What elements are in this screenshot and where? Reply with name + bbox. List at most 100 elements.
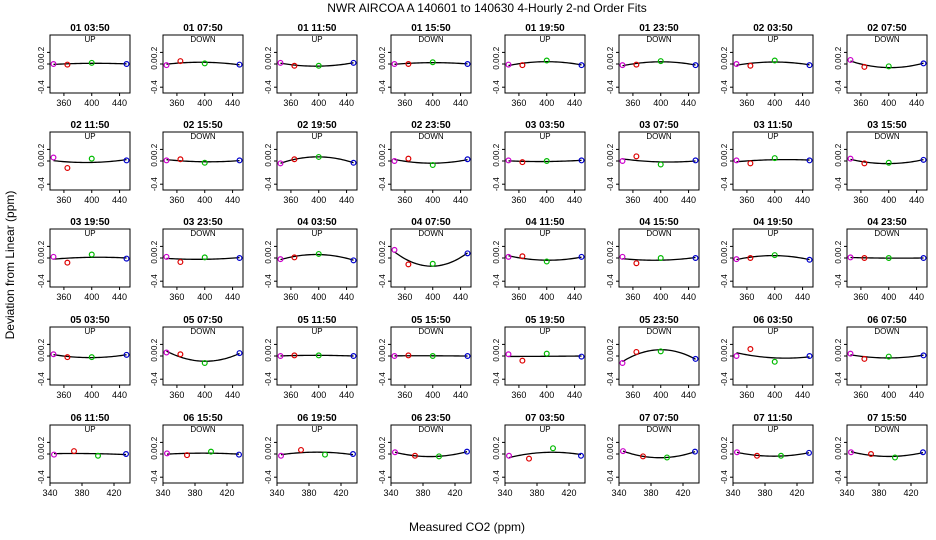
y-tick-label: 0.0 xyxy=(264,155,273,167)
y-tick-label: 0.0 xyxy=(150,58,159,70)
y-tick-label: 0.2 xyxy=(37,240,46,252)
x-tick-label: 380 xyxy=(74,488,89,498)
y-tick-label: 0.2 xyxy=(37,338,46,350)
y-tick-label: -0.4 xyxy=(264,80,273,94)
data-point xyxy=(350,451,357,458)
y-tick-label: 0.0 xyxy=(720,58,729,70)
data-point xyxy=(619,448,626,455)
x-tick-label: 340 xyxy=(155,488,170,498)
x-tick-label: 380 xyxy=(301,488,316,498)
x-tick-label: 440 xyxy=(567,195,582,205)
panel-mode-label: UP xyxy=(539,35,550,44)
y-tick-label: -0.4 xyxy=(378,177,387,191)
x-tick-label: 360 xyxy=(625,390,640,400)
x-tick-label: 360 xyxy=(511,390,526,400)
panel-title: 01 11:50 xyxy=(298,23,337,34)
y-tick-label: -0.4 xyxy=(37,372,46,386)
data-point xyxy=(505,253,512,260)
y-tick-label: 0.2 xyxy=(720,338,729,350)
x-tick-label: 360 xyxy=(739,98,754,108)
x-tick-label: 400 xyxy=(311,292,326,302)
fit-curve xyxy=(508,451,582,459)
x-tick-label: 400 xyxy=(653,390,668,400)
x-tick-label: 360 xyxy=(283,390,298,400)
x-tick-label: 440 xyxy=(112,195,127,205)
data-point xyxy=(920,60,927,67)
y-tick-label: -0.4 xyxy=(150,470,159,484)
x-tick-label: 440 xyxy=(453,390,468,400)
data-point xyxy=(578,62,585,69)
data-point xyxy=(123,157,130,164)
x-tick-label: 340 xyxy=(383,488,398,498)
data-point xyxy=(733,353,740,360)
data-point xyxy=(405,155,412,162)
x-tick-label: 400 xyxy=(425,390,440,400)
x-tick-label: 400 xyxy=(197,292,212,302)
y-tick-label: 0.0 xyxy=(492,350,501,362)
y-tick-label: 0.2 xyxy=(264,143,273,155)
fit-curve xyxy=(53,158,127,164)
x-tick-label: 400 xyxy=(425,195,440,205)
data-point xyxy=(177,156,184,163)
x-tick-label: 420 xyxy=(675,488,690,498)
x-tick-label: 400 xyxy=(881,390,896,400)
x-tick-label: 400 xyxy=(767,98,782,108)
y-tick-label: -0.4 xyxy=(492,372,501,386)
y-tick-label: 0.0 xyxy=(606,58,615,70)
x-tick-label: 400 xyxy=(311,98,326,108)
panel-mode-label: UP xyxy=(311,35,322,44)
data-point xyxy=(519,253,526,260)
data-point xyxy=(505,61,512,68)
data-point xyxy=(405,352,412,359)
y-tick-label: -0.4 xyxy=(834,177,843,191)
y-tick-label: 0.0 xyxy=(720,155,729,167)
y-tick-label: -0.4 xyxy=(720,372,729,386)
x-tick-label: 440 xyxy=(339,390,354,400)
data-point xyxy=(392,449,399,456)
x-tick-label: 440 xyxy=(225,195,240,205)
y-tick-label: 0.2 xyxy=(492,143,501,155)
y-tick-label: 0.2 xyxy=(37,143,46,155)
data-point xyxy=(88,155,95,162)
y-tick-label: 0.2 xyxy=(606,240,615,252)
data-point xyxy=(177,351,184,358)
panel-title: 03 15:50 xyxy=(867,120,907,131)
data-point xyxy=(177,58,184,65)
data-point xyxy=(88,251,95,258)
x-tick-label: 440 xyxy=(339,195,354,205)
x-tick-label: 440 xyxy=(112,390,127,400)
data-point xyxy=(236,451,243,458)
y-tick-label: 0.2 xyxy=(492,46,501,58)
y-tick-label: -0.4 xyxy=(264,470,273,484)
data-point xyxy=(885,255,892,262)
data-point xyxy=(519,159,526,166)
data-point xyxy=(657,348,664,355)
y-tick-label: 0.0 xyxy=(834,350,843,362)
data-point xyxy=(123,60,130,67)
data-point xyxy=(633,348,640,355)
x-tick-label: 440 xyxy=(681,195,696,205)
panel-title: 03 11:50 xyxy=(754,120,793,131)
y-tick-label: 0.0 xyxy=(834,448,843,460)
x-axis-label: Measured CO2 (ppm) xyxy=(409,520,525,534)
data-point xyxy=(405,261,412,268)
panel-mode-label: UP xyxy=(311,229,322,238)
data-point xyxy=(692,255,699,262)
y-tick-label: 0.2 xyxy=(150,338,159,350)
x-tick-label: 380 xyxy=(529,488,544,498)
panel-mode-label: UP xyxy=(539,327,550,336)
y-tick-label: 0.0 xyxy=(37,448,46,460)
panel-title: 01 07:50 xyxy=(183,23,223,34)
panel-mode-label: UP xyxy=(767,132,778,141)
y-tick-label: -0.4 xyxy=(37,274,46,288)
